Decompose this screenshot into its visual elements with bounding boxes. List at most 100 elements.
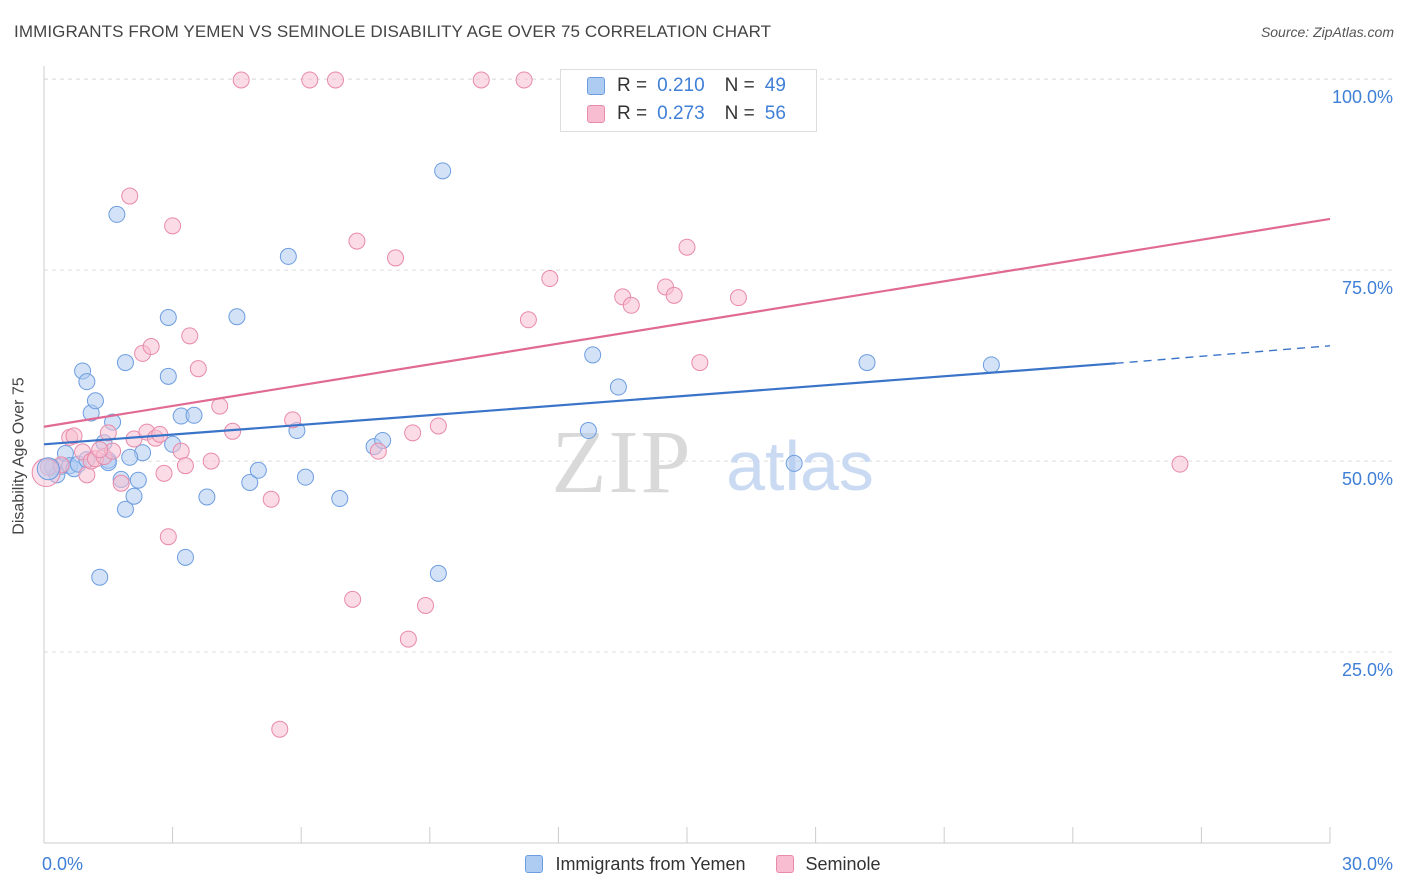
yemen-point <box>125 487 143 505</box>
seminole-point <box>65 427 83 445</box>
seminole-point <box>519 311 537 329</box>
seminole-point <box>387 249 405 267</box>
seminole-point <box>348 232 366 250</box>
x-tick-label-min: 0.0% <box>42 854 83 874</box>
legend-r-label: R = <box>617 103 648 124</box>
yemen-point <box>858 354 876 372</box>
legend-n-label: N = <box>724 75 755 96</box>
seminole-point-cluster <box>31 458 61 488</box>
seminole-point <box>99 424 117 442</box>
seminole-point <box>211 397 229 415</box>
watermark-zip: ZIP <box>552 413 693 512</box>
yemen-point <box>982 356 1000 374</box>
seminole-point <box>232 71 250 89</box>
seminole-point <box>429 417 447 435</box>
yemen-point <box>434 162 452 180</box>
legend-row-seminole: R = 0.273 N = 56 <box>587 102 786 126</box>
seminole-point <box>176 457 194 475</box>
legend-n-value: 56 <box>764 103 786 124</box>
seminole-point <box>155 464 173 482</box>
yemen-point <box>228 308 246 326</box>
yemen-point <box>116 500 134 518</box>
yemen-point <box>116 354 134 372</box>
yemen-point <box>129 471 147 489</box>
series-legend-yemen: Immigrants from Yemen <box>525 853 746 875</box>
tick-labels: 25.0% 50.0% 75.0% 100.0% 0.0% 30.0% <box>42 87 1393 874</box>
seminole-point <box>262 490 280 508</box>
y-tick-label: 75.0% <box>1342 278 1393 298</box>
y-tick-label: 25.0% <box>1342 660 1393 680</box>
seminole-point <box>369 442 387 460</box>
seminole-point <box>112 474 130 492</box>
seminole-point <box>172 442 190 460</box>
data-points <box>31 71 1189 738</box>
seminole-point <box>181 327 199 345</box>
seminole-point <box>121 187 139 205</box>
legend-r-label: R = <box>617 75 648 96</box>
yemen-point <box>198 488 216 506</box>
legend-n-value: 49 <box>764 75 786 96</box>
seminole-point <box>541 270 559 288</box>
x-tick-label-max: 30.0% <box>1342 854 1393 874</box>
y-tick-label: 50.0% <box>1342 469 1393 489</box>
y-tick-label: 100.0% <box>1332 87 1393 107</box>
yemen-point-cluster <box>36 457 60 481</box>
legend-r-value: 0.273 <box>657 103 705 124</box>
yemen-point <box>185 406 203 424</box>
legend-r-value: 0.210 <box>657 75 705 96</box>
yemen-point <box>159 367 177 385</box>
seminole-point <box>417 596 435 614</box>
legend-swatch-seminole <box>587 105 605 123</box>
seminole-point <box>91 441 109 459</box>
yemen-point <box>429 564 447 582</box>
seminole-point <box>1171 455 1189 473</box>
trend-lines <box>43 217 1331 446</box>
series-legend-seminole: Seminole <box>775 853 881 875</box>
seminole-point <box>678 238 696 256</box>
yemen-point <box>785 454 803 472</box>
seminole-point <box>691 354 709 372</box>
yemen-point <box>579 422 597 440</box>
seminole-point <box>665 286 683 304</box>
series-name-seminole: Seminole <box>805 853 881 874</box>
yemen-point <box>241 473 259 491</box>
yemen-point <box>609 378 627 396</box>
yemen-trend-extension <box>1115 345 1331 365</box>
seminole-point <box>326 71 344 89</box>
legend-n-label: N = <box>724 103 755 124</box>
seminole-point <box>515 71 533 89</box>
source-label: Source: ZipAtlas.com <box>1260 24 1394 40</box>
seminole-point <box>159 528 177 546</box>
seminole-point <box>52 456 70 474</box>
yemen-point <box>159 309 177 327</box>
yemen-point <box>78 373 96 391</box>
seminole-point <box>284 411 302 429</box>
yemen-point <box>584 346 602 364</box>
axes <box>43 66 1331 844</box>
yemen-point <box>121 448 139 466</box>
yemen-point <box>86 392 104 410</box>
seminole-point <box>164 217 182 235</box>
yemen-point <box>249 461 267 479</box>
watermark: ZIP atlas <box>552 413 874 512</box>
series-name-yemen: Immigrants from Yemen <box>555 853 746 874</box>
series-swatch-seminole <box>775 855 794 873</box>
series-legend: Immigrants from Yemen Seminole <box>0 852 1406 876</box>
seminole-point <box>344 590 362 608</box>
series-swatch-yemen <box>525 855 544 873</box>
seminole-point <box>404 424 422 442</box>
seminole-point <box>301 71 319 89</box>
yemen-point <box>108 205 126 223</box>
seminole-point <box>142 338 160 356</box>
yemen-trend-line <box>43 362 1116 446</box>
seminole-point <box>729 289 747 307</box>
legend-row-yemen: R = 0.210 N = 49 <box>587 74 786 98</box>
seminole-trend-line <box>43 217 1331 428</box>
yemen-point <box>279 247 297 265</box>
yemen-point <box>91 568 109 586</box>
seminole-point <box>399 630 417 648</box>
seminole-point <box>202 452 220 470</box>
seminole-point <box>622 296 640 314</box>
grid-lines <box>44 78 1392 653</box>
